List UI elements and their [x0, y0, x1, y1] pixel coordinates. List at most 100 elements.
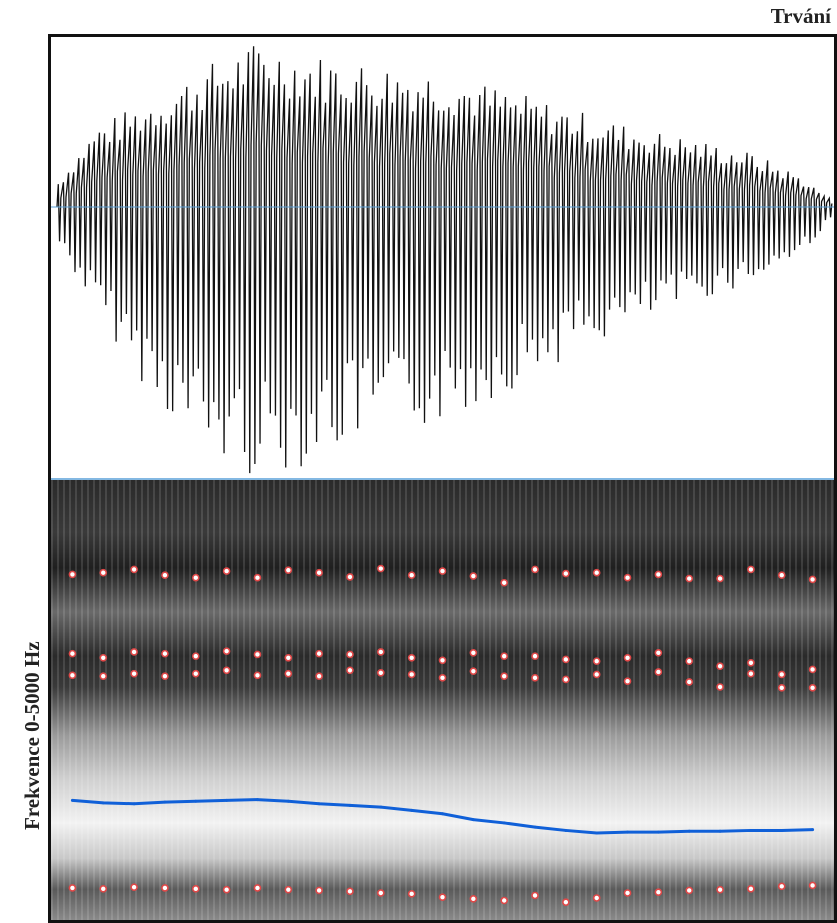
formant-point [562, 898, 570, 906]
formant-point [562, 569, 570, 578]
pitch-point [441, 812, 444, 816]
formant-point [99, 568, 108, 577]
formant-point [500, 652, 508, 660]
pitch-point [749, 828, 753, 832]
pitch-point [595, 831, 599, 835]
formant-point [346, 666, 354, 675]
pitch-point [811, 828, 815, 832]
formant-point [777, 684, 786, 692]
formant-point [68, 649, 77, 658]
formant-point [531, 652, 539, 660]
formant-point [191, 652, 200, 660]
formant-point [808, 575, 817, 584]
formant-point [592, 657, 601, 665]
formant-point [130, 565, 138, 574]
formant-point [808, 684, 817, 692]
formant-point [284, 885, 293, 894]
formant-point [777, 882, 786, 891]
formant-point [808, 665, 817, 674]
formant-point [253, 884, 262, 892]
formant-point [315, 672, 323, 680]
formant-point [469, 572, 478, 580]
formant-point [500, 672, 508, 680]
formant-point [623, 889, 632, 897]
formant-point [469, 667, 478, 675]
pitch-point [194, 799, 198, 803]
formant-point [191, 573, 200, 582]
pitch-point [656, 830, 660, 834]
formant-point [222, 885, 231, 894]
pitch-point [471, 818, 475, 822]
formant-point [716, 574, 724, 583]
formant-point [531, 891, 539, 900]
formant-point [438, 656, 447, 665]
formant-point [68, 884, 77, 892]
formant-point [253, 650, 262, 659]
formant-point [284, 653, 293, 662]
formant-point [284, 669, 293, 678]
pitch-point [286, 799, 290, 803]
pitch-point [533, 825, 537, 829]
formant-point [407, 670, 416, 679]
formant-point [130, 883, 138, 891]
formant-point [500, 578, 508, 587]
formant-point [161, 672, 169, 680]
waveform-panel [51, 46, 834, 480]
pitch-point [101, 801, 105, 805]
formant-point [222, 647, 231, 655]
formant-point [654, 668, 663, 676]
formant-point [315, 886, 323, 895]
waveform-trace [56, 46, 833, 474]
formant-point [284, 566, 293, 575]
formant-point [500, 896, 508, 905]
formant-point [407, 571, 416, 580]
formant-point [469, 648, 478, 657]
formant-point [438, 893, 447, 901]
pitch-point [780, 828, 784, 832]
formant-point [747, 669, 755, 678]
formant-point [315, 649, 323, 658]
formant-point [685, 657, 694, 665]
spectrogram-striations [51, 480, 834, 920]
formant-point [531, 565, 539, 574]
formant-point [808, 881, 817, 890]
formant-point [191, 885, 200, 893]
pitch-point [410, 808, 414, 812]
pitch-point [70, 798, 74, 802]
acoustic-figure [48, 34, 837, 923]
formant-point [253, 573, 262, 582]
pitch-point [718, 829, 722, 833]
formant-point [346, 887, 354, 896]
formant-point [654, 648, 663, 657]
formant-point [592, 568, 601, 577]
formant-point [161, 884, 169, 892]
formant-point [253, 671, 262, 680]
pitch-point [379, 805, 383, 809]
formant-point [377, 669, 385, 677]
formant-point [716, 885, 724, 894]
pitch-point [255, 798, 259, 802]
formant-point [377, 889, 385, 897]
formant-point [99, 672, 108, 680]
formant-point [747, 659, 755, 667]
pitch-point [687, 829, 691, 833]
pitch-point [626, 830, 630, 834]
frequency-axis-label: Frekvence 0-5000 Hz [20, 641, 44, 830]
plot-area [51, 46, 834, 920]
formant-point [377, 648, 385, 656]
formant-point [747, 565, 755, 574]
formant-point [716, 662, 724, 670]
pitch-point [564, 828, 568, 832]
formant-point [377, 564, 385, 573]
formant-point [654, 570, 663, 579]
formant-point [777, 670, 786, 679]
formant-point [654, 888, 663, 896]
formant-point [99, 653, 108, 662]
pitch-point [163, 800, 167, 804]
formant-point [438, 567, 447, 575]
formant-point [623, 677, 632, 685]
formant-point [130, 648, 138, 656]
formant-point [130, 669, 138, 678]
pitch-point [225, 798, 229, 802]
formant-point [68, 671, 77, 680]
